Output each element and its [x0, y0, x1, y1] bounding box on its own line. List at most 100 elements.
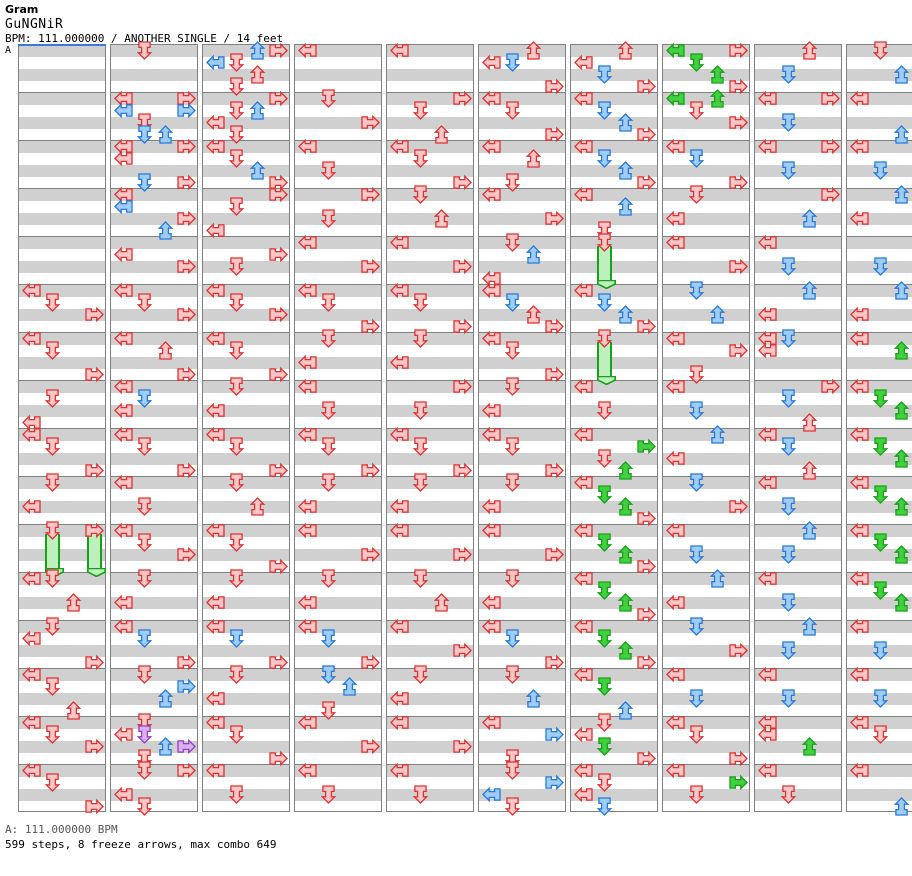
chart-column[interactable]: A: [5, 44, 106, 815]
measure: [846, 476, 912, 524]
measure: [202, 668, 290, 716]
measure: [386, 140, 474, 188]
measure: [202, 620, 290, 668]
measure: [846, 764, 912, 812]
freeze-arrow-tail: [597, 376, 616, 385]
chart-column[interactable]: [386, 42, 474, 812]
measure: [754, 476, 842, 524]
measure: [570, 620, 658, 668]
chart-column[interactable]: [846, 41, 912, 816]
measure: [386, 572, 474, 620]
measure: [846, 524, 912, 572]
measure: [18, 332, 106, 380]
measure: [202, 188, 290, 236]
measure: [478, 476, 566, 524]
measure: [570, 668, 658, 716]
measure: [110, 476, 198, 524]
measure: [294, 140, 382, 188]
measure: [478, 764, 566, 812]
chart-column[interactable]: [662, 42, 750, 812]
measure: [202, 572, 290, 620]
measure: [570, 44, 658, 92]
measure: [294, 428, 382, 476]
bpm-change-marker: [18, 44, 106, 46]
measure: [754, 572, 842, 620]
measure: [846, 188, 912, 236]
measure: [846, 284, 912, 332]
step-stats: 599 steps, 8 freeze arrows, max combo 64…: [5, 838, 277, 851]
measure: [754, 332, 842, 380]
measure: [662, 188, 750, 236]
chart-column[interactable]: [294, 42, 382, 812]
measure: [662, 716, 750, 764]
freeze-arrow-body[interactable]: [597, 342, 616, 385]
measure: [18, 428, 106, 476]
measure: [386, 620, 474, 668]
measure: [478, 716, 566, 764]
chart-column[interactable]: [478, 41, 566, 816]
measure: [754, 188, 842, 236]
measure: [294, 380, 382, 428]
measure: [846, 332, 912, 380]
measure: [18, 572, 106, 620]
measure: [18, 236, 106, 284]
chart-column[interactable]: [570, 41, 658, 816]
measure: [754, 236, 842, 284]
measure: [110, 524, 198, 572]
measure: [294, 92, 382, 140]
header: Gram GuNGNiR BPM: 111.000000 / ANOTHER S…: [0, 0, 912, 45]
measure: [294, 716, 382, 764]
measure: [110, 236, 198, 284]
measure: [18, 716, 106, 764]
measure: [202, 332, 290, 380]
measure: [18, 380, 106, 428]
measure: [18, 284, 106, 332]
measure: [202, 236, 290, 284]
measure: [846, 620, 912, 668]
measure: [294, 188, 382, 236]
measure: [294, 236, 382, 284]
measure: [754, 620, 842, 668]
measure: [202, 92, 290, 140]
measure: [478, 188, 566, 236]
measure: [478, 44, 566, 92]
measure: [662, 236, 750, 284]
measure: [846, 716, 912, 764]
measure: [110, 620, 198, 668]
freeze-arrow-body[interactable]: [87, 534, 106, 577]
measure: [202, 44, 290, 92]
measure: [110, 284, 198, 332]
measure: [386, 188, 474, 236]
measure: [846, 236, 912, 284]
measure: [18, 668, 106, 716]
measure: [662, 764, 750, 812]
measure: [18, 764, 106, 812]
chart-column[interactable]: [754, 41, 842, 812]
chart-column[interactable]: [202, 41, 290, 812]
freeze-arrow-tail: [45, 568, 64, 577]
chart-grid[interactable]: A: [0, 41, 912, 820]
measure: [202, 380, 290, 428]
freeze-arrow-body[interactable]: [45, 534, 64, 577]
measure: [18, 140, 106, 188]
measure: [386, 476, 474, 524]
measure: [18, 188, 106, 236]
measure: [570, 716, 658, 764]
measure: [662, 668, 750, 716]
measure: [662, 332, 750, 380]
freeze-arrow-body[interactable]: [597, 246, 616, 289]
measure: [662, 524, 750, 572]
measure: [386, 332, 474, 380]
freeze-arrow-tail: [597, 280, 616, 289]
measure: [570, 764, 658, 812]
measure: [478, 236, 566, 284]
bpm-marker-label: A: [5, 45, 12, 56]
measure: [570, 380, 658, 428]
measure: [662, 476, 750, 524]
measure: [662, 428, 750, 476]
measure: [570, 524, 658, 572]
measure: [110, 140, 198, 188]
chart-column[interactable]: [110, 41, 198, 816]
measure: [662, 572, 750, 620]
